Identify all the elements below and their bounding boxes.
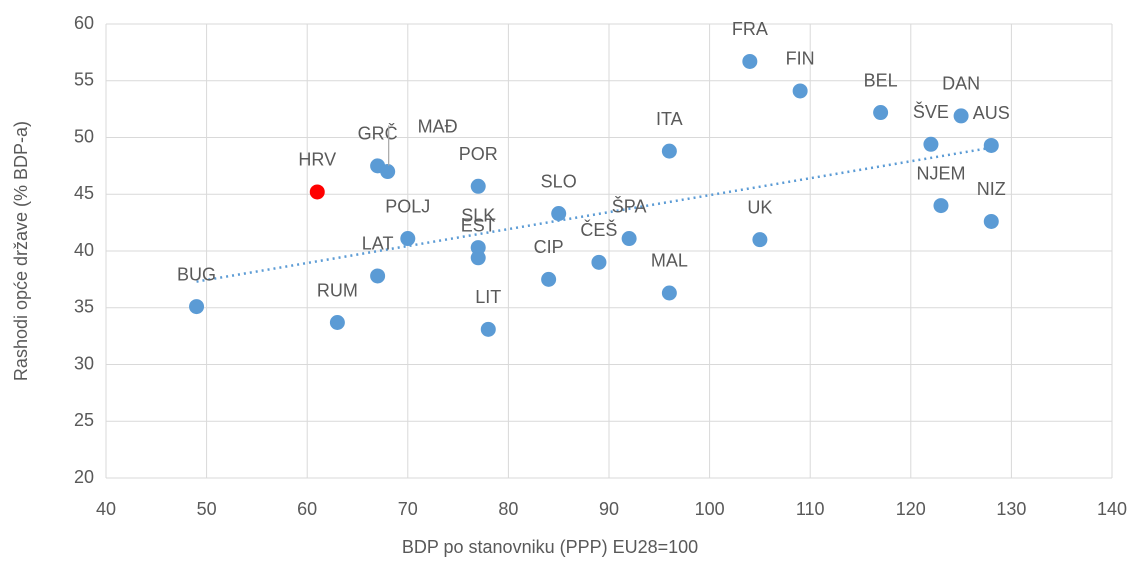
point [370,268,386,284]
y-tick-label: 60 [74,13,94,33]
x-tick-label: 70 [398,499,418,519]
point [621,231,637,247]
point-label: SLO [541,171,577,191]
point-label: LIT [475,287,501,307]
y-tick-label: 20 [74,467,94,487]
point [933,198,949,214]
x-tick-label: 140 [1097,499,1127,519]
y-tick-label: 50 [74,126,94,146]
point [541,271,557,287]
point-label: SLK [461,205,495,225]
point-label: UK [747,197,772,217]
point [400,231,416,247]
point [792,83,808,99]
x-tick-label: 60 [297,499,317,519]
point [189,299,205,315]
point-label: NIZ [977,179,1006,199]
x-axis-title: BDP po stanovniku (PPP) EU28=100 [402,537,698,557]
point [742,53,758,69]
point [873,105,889,121]
y-tick-label: 55 [74,70,94,90]
point [329,315,345,331]
point [591,254,607,270]
y-tick-label: 30 [74,353,94,373]
point [923,136,939,152]
point [661,143,677,159]
x-tick-label: 90 [599,499,619,519]
point-label: ITA [656,109,683,129]
point-label: MAL [651,251,688,271]
point-label: AUS [973,103,1010,123]
point [661,285,677,301]
x-tick-label: 130 [996,499,1026,519]
point-label: BEL [864,70,898,90]
point-label: DAN [942,74,980,94]
point-label: ČEŠ [580,219,617,240]
x-tick-label: 80 [498,499,518,519]
point [983,213,999,229]
point-label: FIN [786,49,815,69]
point-label: ŠVE [913,101,949,122]
point-label: GRČ [358,123,398,144]
x-tick-label: 120 [896,499,926,519]
y-tick-label: 35 [74,297,94,317]
point-label: POR [459,144,498,164]
y-tick-label: 25 [74,410,94,430]
point-label: NJEM [916,163,965,183]
trendline [196,146,992,283]
point [480,321,496,337]
point-label: LAT [362,234,394,254]
y-tick-label: 45 [74,183,94,203]
point-label: ŠPA [612,195,647,216]
point [309,184,325,200]
point-label: RUM [317,280,358,300]
point-label: CIP [534,237,564,257]
point-label: MAĐ [418,116,458,136]
y-tick-label: 40 [74,240,94,260]
point-label: FRA [732,19,768,39]
x-tick-label: 100 [695,499,725,519]
point [752,232,768,248]
point [983,137,999,153]
x-tick-label: 50 [197,499,217,519]
point-label: POLJ [385,196,430,216]
x-tick-label: 40 [96,499,116,519]
y-axis-title: Rashodi opće države (% BDP-a) [11,121,31,381]
point-label: BUG [177,264,216,284]
point [470,250,486,266]
point-label: HRV [298,150,336,170]
point [380,164,396,180]
point [551,206,567,222]
point [953,108,969,124]
x-tick-label: 110 [796,499,825,519]
point-label: EST [461,216,496,236]
point [470,178,486,194]
